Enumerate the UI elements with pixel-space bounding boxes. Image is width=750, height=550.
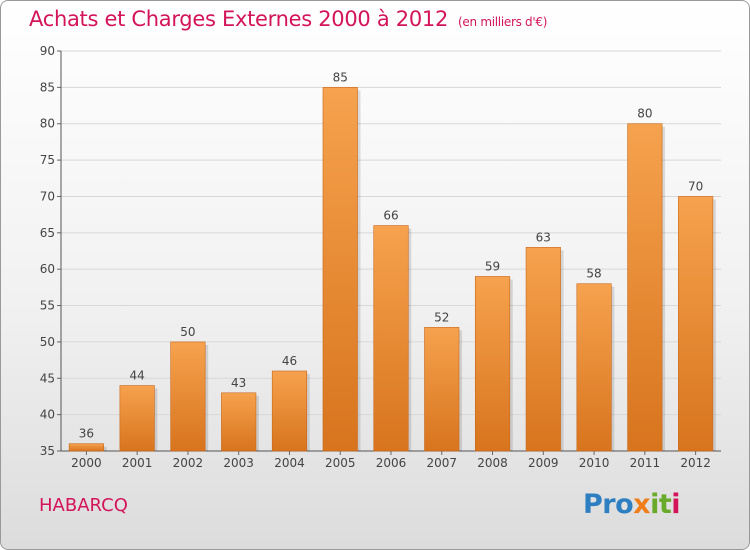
y-tick-label: 75: [40, 153, 55, 167]
logo-part-2: x: [633, 489, 651, 520]
y-tick-label: 85: [40, 80, 55, 94]
bar-value-label: 50: [180, 325, 195, 339]
bar: [424, 327, 460, 452]
x-tick-label: 2008: [477, 456, 508, 470]
y-tick-label: 40: [40, 408, 55, 422]
y-tick-label: 55: [40, 299, 55, 313]
bar: [525, 247, 561, 452]
x-tick-label: 2003: [223, 456, 254, 470]
x-tick-label: 2012: [680, 456, 711, 470]
logo-part-4: i: [671, 489, 681, 520]
labels: 35 40 45 50 55 60 65 70 75 80 85 90 36 2000 44 2001 50 20…: [40, 44, 711, 470]
x-tick-label: 2005: [325, 456, 356, 470]
x-tick-label: 2001: [122, 456, 153, 470]
y-tick-label: 50: [40, 335, 55, 349]
bar: [271, 370, 308, 452]
bar-value-label: 85: [333, 70, 348, 84]
x-tick-label: 2002: [173, 456, 204, 470]
bar: [221, 392, 257, 452]
bar: [373, 225, 409, 452]
bar: [119, 385, 155, 452]
bar-value-label: 63: [536, 230, 551, 244]
bar: [322, 87, 358, 452]
x-tick-label: 2006: [376, 456, 407, 470]
bar: [678, 196, 714, 452]
y-tick-label: 80: [40, 117, 55, 131]
bars: [68, 87, 716, 452]
bar-value-label: 59: [485, 259, 500, 273]
bar: [170, 341, 206, 452]
y-tick-label: 60: [40, 262, 55, 276]
title-text: Achats et Charges Externes 2000 à 2012: [29, 7, 449, 31]
logo-part-1: Pro: [583, 489, 634, 520]
bar: [68, 443, 104, 452]
x-tick-label: 2010: [579, 456, 610, 470]
y-tick-label: 90: [40, 44, 55, 58]
bar-value-label: 44: [130, 369, 145, 383]
bar-value-label: 43: [231, 376, 246, 390]
bar-value-label: 52: [434, 310, 449, 324]
bar: [576, 283, 612, 452]
commune-name: HABARCQ: [39, 495, 128, 516]
x-tick-label: 2009: [528, 456, 559, 470]
y-tick-label: 45: [40, 371, 55, 385]
bar-value-label: 80: [637, 107, 652, 121]
x-tick-label: 2007: [426, 456, 457, 470]
proxiti-logo: Proxiti: [583, 489, 681, 520]
bar-value-label: 46: [282, 354, 297, 368]
x-tick-label: 2000: [71, 456, 102, 470]
x-tick-label: 2011: [630, 456, 661, 470]
chart-title: Achats et Charges Externes 2000 à 2012 (e…: [29, 7, 547, 31]
bar-value-label: 66: [383, 209, 398, 223]
bar-value-label: 36: [79, 427, 94, 441]
y-tick-label: 65: [40, 226, 55, 240]
bar: [627, 123, 663, 452]
logo-part-3: it: [650, 489, 672, 520]
y-tick-label: 35: [40, 444, 55, 458]
y-tick-label: 70: [40, 189, 55, 203]
bar-value-label: 58: [586, 267, 601, 281]
x-tick-label: 2004: [274, 456, 305, 470]
bar: [474, 276, 511, 452]
bar-value-label: 70: [688, 179, 703, 193]
unit-label: (en milliers d'€): [458, 15, 548, 29]
